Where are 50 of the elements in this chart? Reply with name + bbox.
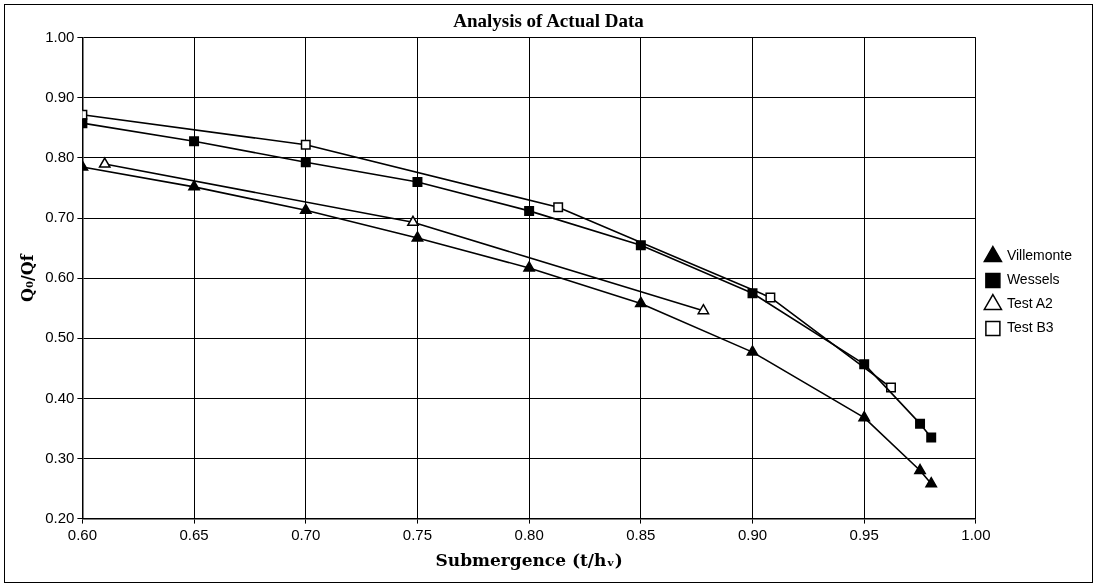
point: [300, 139, 311, 150]
point: [915, 418, 926, 429]
y-tick-label: 0.60: [45, 268, 75, 286]
point: [189, 136, 200, 147]
x-tick-label: 0.90: [737, 525, 768, 543]
y-tick-label: 0.80: [45, 148, 75, 166]
point: [765, 292, 776, 303]
point: [523, 261, 536, 272]
point: [300, 157, 311, 168]
x-axis-title: Submergence (t/hᵥ): [435, 550, 623, 571]
legend-label: Test B3: [1006, 319, 1054, 336]
point: [747, 288, 758, 299]
point: [553, 202, 564, 213]
x-tick-label: 0.70: [291, 525, 321, 543]
point: [98, 157, 111, 168]
point: [886, 382, 896, 393]
point: [926, 432, 937, 443]
legend-label: Wessels: [1006, 271, 1060, 288]
point: [407, 215, 419, 227]
y-tick-label: 0.70: [45, 208, 75, 226]
point: [859, 359, 870, 370]
chart-title: Analysis of Actual Data: [453, 10, 645, 32]
x-tick-label: 0.95: [849, 525, 879, 543]
point: [925, 476, 938, 488]
legend-label: Villemonte: [1006, 247, 1073, 264]
point: [634, 296, 647, 308]
point: [914, 463, 926, 475]
y-tick-label: 0.40: [45, 388, 75, 406]
x-tick-label: 0.60: [67, 525, 97, 543]
x-tick-label: 0.65: [179, 525, 209, 543]
y-tick-label: 1.00: [45, 27, 75, 45]
x-tick-label: 0.80: [514, 525, 544, 543]
x-tick-label: 1.00: [961, 525, 991, 543]
x-tick-label: 0.75: [402, 525, 433, 543]
x-tick-label: 0.85: [626, 525, 656, 543]
legend-label: Test A2: [1006, 295, 1054, 312]
point: [188, 180, 201, 191]
point: [411, 231, 424, 242]
y-tick-label: 0.50: [45, 328, 75, 346]
point: [412, 177, 423, 188]
point: [299, 203, 312, 215]
y-tick-label: 0.30: [45, 448, 75, 466]
y-axis-title: Q₀/Qf: [17, 253, 37, 302]
point: [524, 205, 535, 216]
y-tick-label: 0.90: [45, 88, 75, 106]
point: [858, 410, 871, 422]
point: [746, 345, 759, 356]
point: [697, 303, 710, 315]
y-tick-label: 0.20: [45, 508, 75, 526]
point: [635, 240, 646, 251]
